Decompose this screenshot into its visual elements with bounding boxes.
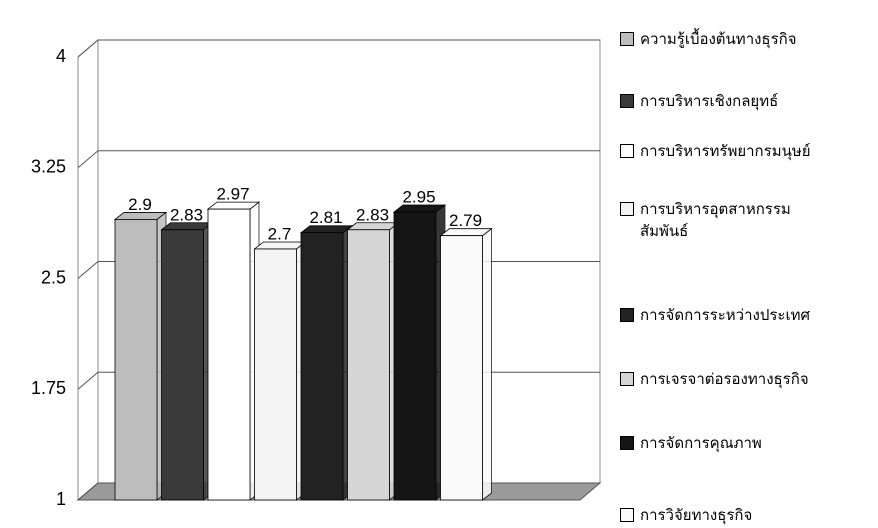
legend-swatch [620,372,634,386]
legend-swatch [620,32,634,46]
legend-swatch [620,202,634,216]
legend-label: การจัดการระหว่างประเทศ [640,306,810,324]
y-tick-label: 1.75 [31,378,66,398]
legend-label: การบริหารเชิงกลยุทธ์ [640,92,779,110]
data-label: 2.81 [309,208,342,227]
legend-item: ความรู้เบื้องต้นทางธุรกิจ [620,28,875,50]
bar [114,219,158,501]
bar [207,208,251,501]
legend-swatch [620,308,634,322]
legend-label: การจัดการคุณภาพ [640,434,762,452]
legend-swatch [620,436,634,450]
y-tick-label: 2.5 [41,267,66,287]
legend-item: การบริหารทรัพยากรมนุษย์ [620,140,875,162]
legend-label: การบริหารทรัพยากรมนุษย์ [640,142,811,160]
legend-item: การจัดการระหว่างประเทศ [620,304,875,326]
y-tick-label: 3.25 [31,157,66,177]
grid-line [77,150,600,169]
y-tick-label: 4 [56,46,66,66]
legend-label: ความรู้เบื้องต้นทางธุรกิจ [640,30,797,48]
legend-label: การเจรจาต่อรองทางธุรกิจ [640,370,809,388]
data-label: 2.83 [356,205,389,224]
bar [347,229,390,501]
bar [300,232,344,501]
legend-item: การจัดการคุณภาพ [620,432,875,454]
data-label: 2.7 [268,224,292,243]
legend-item: การบริหารเชิงกลยุทธ์ [620,90,875,112]
legend-swatch [620,94,634,108]
legend-swatch [620,508,634,522]
bar-side [482,227,492,501]
grid-line [77,39,600,58]
legend-item: การบริหารอุตสาหกรรม สัมพันธ์ [620,198,875,242]
data-label: 2.95 [402,188,435,207]
data-label: 2.79 [449,211,482,230]
data-label: 2.97 [216,185,249,204]
legend-item: การวิจัยทางธุรกิจ [620,504,875,526]
legend-item: การเจรจาต่อรองทางธุรกิจ [620,368,875,390]
bar [254,248,297,501]
data-label: 2.9 [128,195,152,214]
bar [393,211,437,501]
bar [440,235,483,501]
legend-swatch [620,144,634,158]
bar [161,229,204,501]
legend-label: การวิจัยทางธุรกิจ [640,506,753,524]
y-tick-label: 1 [56,489,66,509]
data-label: 2.83 [170,205,203,224]
legend-label: การบริหารอุตสาหกรรม สัมพันธ์ [640,200,791,240]
